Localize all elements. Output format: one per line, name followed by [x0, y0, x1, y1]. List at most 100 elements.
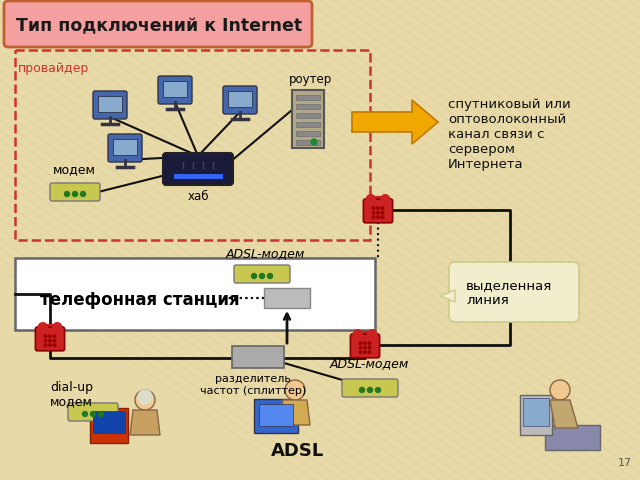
Bar [259, 404, 293, 426]
Bar [163, 81, 187, 97]
Bar [296, 113, 320, 118]
Circle shape [381, 211, 384, 214]
Text: спутниковый или
оптоволоконный
канал связи с
сервером
Интернета: спутниковый или оптоволоконный канал свя… [448, 98, 571, 171]
Bar [98, 96, 122, 112]
Polygon shape [550, 400, 578, 428]
Circle shape [311, 139, 317, 145]
Circle shape [44, 344, 47, 347]
Circle shape [259, 274, 264, 278]
Bar [113, 139, 137, 155]
Bar [296, 140, 320, 145]
Circle shape [368, 351, 371, 353]
FancyBboxPatch shape [254, 399, 298, 433]
Circle shape [285, 380, 305, 400]
Circle shape [364, 351, 366, 353]
FancyBboxPatch shape [158, 76, 192, 104]
Text: роутер: роутер [289, 73, 332, 86]
Circle shape [53, 335, 56, 337]
Circle shape [65, 192, 70, 196]
Circle shape [138, 390, 152, 404]
FancyBboxPatch shape [50, 183, 100, 201]
Text: телефонная станция: телефонная станция [40, 291, 239, 309]
Circle shape [372, 207, 375, 209]
Bar [296, 131, 320, 136]
Bar [292, 90, 324, 148]
FancyBboxPatch shape [449, 262, 579, 322]
Circle shape [83, 411, 88, 417]
Bar [15, 50, 370, 240]
Circle shape [364, 347, 366, 349]
Circle shape [252, 274, 257, 278]
FancyBboxPatch shape [364, 199, 392, 223]
Circle shape [353, 330, 362, 339]
Circle shape [367, 387, 372, 393]
Polygon shape [352, 100, 438, 144]
Polygon shape [545, 425, 600, 450]
FancyBboxPatch shape [342, 379, 398, 397]
Bar [90, 408, 128, 443]
Circle shape [381, 207, 384, 209]
Bar [15, 258, 375, 330]
Bar [296, 122, 320, 127]
Polygon shape [440, 290, 455, 302]
Text: ADSL-модем: ADSL-модем [226, 247, 305, 260]
Text: провайдер: провайдер [18, 62, 89, 75]
Bar [523, 398, 549, 426]
Circle shape [372, 216, 375, 218]
Circle shape [368, 347, 371, 349]
Circle shape [372, 211, 375, 214]
FancyBboxPatch shape [4, 1, 312, 47]
Circle shape [90, 411, 95, 417]
Circle shape [49, 344, 51, 347]
Text: модем: модем [50, 395, 93, 408]
Text: dial-up: dial-up [50, 381, 93, 394]
Circle shape [381, 195, 390, 204]
Circle shape [44, 335, 47, 337]
Text: разделитель
частот (сплиттер): разделитель частот (сплиттер) [200, 374, 306, 396]
Circle shape [99, 411, 104, 417]
Text: выделенная
линия: выделенная линия [466, 279, 552, 307]
Bar [296, 95, 320, 100]
FancyBboxPatch shape [68, 403, 118, 421]
Text: ADSL: ADSL [271, 442, 324, 460]
FancyBboxPatch shape [163, 153, 233, 185]
Bar [296, 104, 320, 109]
Circle shape [368, 330, 377, 339]
Circle shape [376, 387, 381, 393]
Polygon shape [130, 410, 160, 435]
Circle shape [377, 211, 380, 214]
FancyBboxPatch shape [223, 86, 257, 114]
Circle shape [52, 323, 61, 332]
Circle shape [53, 344, 56, 347]
Circle shape [366, 195, 375, 204]
FancyBboxPatch shape [108, 134, 142, 162]
Circle shape [359, 342, 362, 345]
Circle shape [49, 339, 51, 342]
Circle shape [364, 342, 366, 345]
Circle shape [550, 380, 570, 400]
Circle shape [377, 207, 380, 209]
Circle shape [81, 192, 86, 196]
Text: модем: модем [53, 163, 96, 176]
Circle shape [44, 339, 47, 342]
Circle shape [381, 216, 384, 218]
Bar [264, 288, 310, 308]
Circle shape [38, 323, 47, 332]
Bar [93, 411, 125, 433]
Circle shape [368, 342, 371, 345]
Bar [228, 91, 252, 107]
Circle shape [135, 390, 155, 410]
FancyBboxPatch shape [234, 265, 290, 283]
Text: хаб: хаб [188, 190, 209, 203]
Circle shape [359, 347, 362, 349]
Circle shape [49, 335, 51, 337]
Circle shape [53, 339, 56, 342]
Polygon shape [280, 400, 310, 425]
Circle shape [360, 387, 365, 393]
FancyBboxPatch shape [35, 327, 65, 351]
Circle shape [377, 216, 380, 218]
Circle shape [359, 351, 362, 353]
Text: ADSL-модем: ADSL-модем [330, 357, 409, 370]
FancyBboxPatch shape [351, 334, 380, 358]
Bar [232, 346, 284, 368]
